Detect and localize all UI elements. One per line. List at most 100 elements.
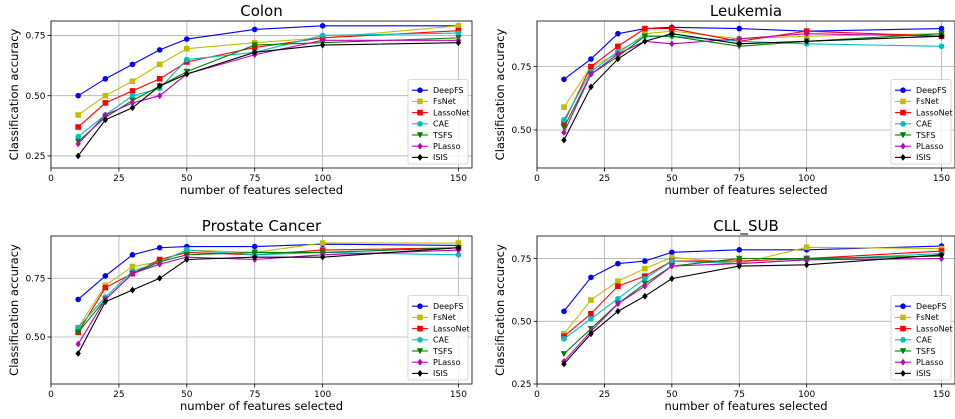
x-tick-label: 50	[666, 174, 678, 184]
data-point	[642, 282, 648, 290]
data-point	[129, 92, 136, 99]
data-point	[669, 262, 675, 270]
legend-label: DeepFS	[433, 302, 464, 311]
legend-label: TSFS	[432, 131, 453, 140]
series-line	[563, 33, 942, 133]
series-line	[563, 26, 942, 80]
x-axis-label: number of features selected	[665, 399, 828, 413]
series-line	[563, 258, 942, 362]
legend-label: LassoNet	[433, 324, 470, 333]
legend-swatch-marker	[416, 132, 424, 139]
data-point	[938, 255, 945, 262]
data-point	[251, 48, 258, 56]
legend-label: DeepFS	[916, 86, 947, 95]
legend-entry: PLasso	[412, 142, 461, 151]
x-tick-label: 100	[798, 390, 815, 400]
data-point	[129, 99, 136, 107]
data-point	[129, 88, 136, 94]
legend-label: DeepFS	[916, 302, 947, 311]
legend-label: ISIS	[916, 369, 931, 378]
data-point	[156, 82, 163, 90]
legend-entry: LassoNet	[895, 108, 953, 117]
legend-entry: FsNet	[895, 97, 939, 106]
x-tick-label: 0	[48, 174, 54, 184]
data-point	[561, 117, 567, 123]
legend-swatch-marker	[900, 337, 906, 343]
data-point	[642, 275, 648, 282]
panel-title: Colon	[240, 2, 283, 20]
y-tick-label: 0.75	[511, 63, 531, 73]
data-point	[669, 258, 675, 264]
data-point	[588, 63, 594, 70]
data-point	[736, 246, 743, 253]
data-point	[251, 249, 258, 256]
chart-panel-2: 0 25 50 75 100 150 0.50 0.75 Leukemia number of f…	[493, 2, 955, 197]
data-point	[184, 70, 190, 78]
data-point	[615, 295, 621, 302]
y-tick-label: 0.50	[511, 126, 531, 136]
data-point	[75, 152, 81, 160]
legend-swatch-marker	[900, 98, 906, 105]
legend-entry: DeepFS	[412, 86, 464, 95]
series-line	[563, 246, 942, 335]
panel-title: Prostate Cancer	[202, 217, 322, 235]
legend-entry: PLasso	[412, 358, 461, 367]
data-point	[251, 253, 258, 261]
data-point	[561, 360, 567, 368]
legend-swatch-marker	[417, 325, 423, 332]
series-line	[77, 32, 459, 138]
legend-swatch-marker	[900, 303, 906, 310]
legend-label: CAE	[916, 336, 932, 345]
legend-label: PLasso	[916, 142, 944, 151]
data-point	[129, 251, 136, 258]
legend-label: ISIS	[916, 153, 931, 162]
data-point	[156, 47, 163, 53]
data-point	[669, 25, 675, 32]
legend-entry: DeepFS	[895, 86, 947, 95]
data-point	[129, 78, 136, 85]
legend-swatch-marker	[900, 370, 906, 377]
legend-entry: TSFS	[412, 131, 453, 140]
data-point	[615, 300, 621, 308]
legend-label: FsNet	[916, 97, 939, 106]
data-point	[588, 56, 594, 62]
plot-area	[51, 21, 472, 168]
y-tick-label: 0.50	[25, 333, 45, 343]
data-point	[251, 26, 258, 33]
x-tick-label: 150	[450, 390, 467, 400]
data-point	[615, 307, 621, 315]
legend-swatch-marker	[417, 358, 423, 366]
data-point	[455, 23, 462, 29]
legend-entry: CAE	[895, 120, 932, 129]
legend-swatch-marker	[417, 303, 423, 310]
legend: DeepFS FsNet LassoNet CAE TSFS PLasso ISIS	[890, 295, 953, 381]
data-point	[319, 32, 326, 39]
data-point	[102, 116, 109, 124]
data-point	[736, 262, 742, 270]
chart-panel-1: 0 25 50 75 100 150 0.25 0.50 0.75 Colon number of …	[7, 2, 473, 197]
series-isis	[75, 39, 462, 160]
data-point	[669, 249, 675, 256]
data-point	[803, 244, 810, 251]
legend-label: FsNet	[433, 97, 456, 106]
x-tick-label: 100	[798, 174, 815, 184]
data-point	[184, 247, 190, 253]
legend-swatch-marker	[899, 132, 907, 139]
axes-frame	[50, 235, 473, 385]
data-point	[319, 253, 326, 261]
data-point	[251, 243, 258, 250]
data-point	[642, 292, 648, 300]
data-point	[561, 308, 567, 315]
y-tick-label: 0.50	[511, 317, 531, 327]
series-deepfs	[75, 23, 462, 99]
data-point	[669, 40, 675, 48]
data-point	[251, 42, 258, 49]
x-axis-label: number of features selected	[665, 183, 828, 197]
x-tick-label: 75	[249, 174, 260, 184]
y-tick-label: 0.75	[25, 32, 45, 42]
data-point	[184, 36, 190, 42]
legend-entry: ISIS	[412, 369, 448, 378]
data-point	[129, 286, 136, 294]
data-point	[803, 261, 810, 269]
y-tick-label: 0.50	[25, 92, 45, 102]
